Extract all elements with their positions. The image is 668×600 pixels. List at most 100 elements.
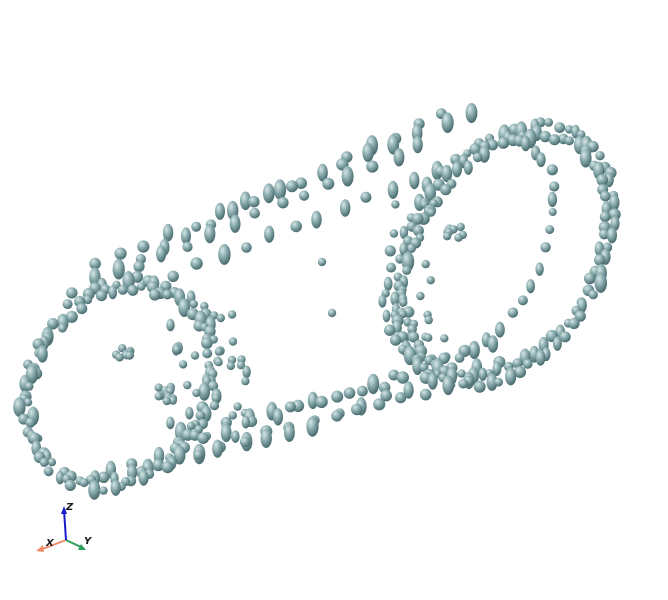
particle-sphere <box>185 406 194 420</box>
particle-sphere <box>340 199 351 217</box>
particle-sphere <box>390 334 402 346</box>
particle-sphere <box>133 260 145 273</box>
particle-sphere <box>37 345 48 363</box>
particle-sphere <box>412 225 424 237</box>
particle-sphere <box>588 290 598 300</box>
particle-sphere <box>454 353 465 363</box>
particle-sphere <box>125 351 134 360</box>
particle-sphere <box>154 383 163 392</box>
particle-sphere <box>373 398 386 411</box>
particle-sphere <box>468 340 480 360</box>
particle-sphere <box>127 284 139 296</box>
particle-sphere <box>137 282 146 291</box>
particle-sphere <box>306 416 319 437</box>
particle-sphere <box>549 181 560 192</box>
particle-sphere <box>442 375 455 396</box>
particle-sphere <box>421 259 430 269</box>
particle-sphere <box>83 295 93 305</box>
particle-sphere <box>384 245 396 257</box>
particle-sphere <box>486 373 498 391</box>
particle-sphere <box>154 392 163 401</box>
particle-sphere <box>507 307 519 318</box>
particle-sphere <box>197 432 209 445</box>
particle-sphere <box>388 369 400 381</box>
particle-sphere <box>47 318 59 330</box>
particle-sphere <box>517 295 528 306</box>
particle-sphere <box>456 222 465 232</box>
particle-sphere <box>241 415 250 429</box>
particle-sphere <box>583 272 596 285</box>
particle-sphere <box>440 184 452 196</box>
particle-sphere <box>495 321 505 338</box>
particle-sphere <box>25 417 36 428</box>
particle-sphere <box>441 112 454 133</box>
particle-sphere <box>539 130 551 143</box>
particle-sphere <box>166 416 175 430</box>
particle-sphere <box>548 134 561 146</box>
particle-sphere <box>424 333 433 342</box>
particle-sphere <box>547 191 558 208</box>
particle-sphere <box>478 367 487 381</box>
particle-sphere <box>416 291 425 301</box>
particle-sphere <box>411 213 424 225</box>
particle-sphere <box>554 122 566 133</box>
particle-sphere <box>317 257 327 267</box>
particle-cloud <box>13 103 621 500</box>
particle-sphere <box>13 397 26 417</box>
particle-sphere <box>138 469 149 486</box>
particle-sphere <box>162 289 173 300</box>
particle-sphere <box>284 423 295 442</box>
particle-sphere <box>595 151 605 161</box>
particle-sphere <box>190 351 200 360</box>
particle-sphere <box>472 152 483 163</box>
particle-sphere <box>424 183 437 202</box>
particle-sphere <box>182 241 193 252</box>
particle-sphere <box>424 315 433 325</box>
particle-sphere <box>609 194 620 211</box>
particle-sphere <box>209 400 220 411</box>
particle-sphere <box>55 470 65 485</box>
particle-sphere <box>607 227 617 244</box>
particle-sphere <box>162 396 171 406</box>
particle-sphere <box>440 334 449 343</box>
particle-sphere <box>99 486 108 495</box>
particle-sphere <box>540 242 551 253</box>
particle-sphere <box>403 381 414 399</box>
particle-sphere <box>286 180 298 193</box>
particle-sphere <box>380 389 393 402</box>
particle-sphere <box>442 232 452 241</box>
particle-sphere <box>341 166 354 187</box>
particle-sphere <box>193 450 204 460</box>
particle-sphere <box>419 362 429 372</box>
particle-sphere <box>465 103 478 123</box>
particle-sphere <box>545 225 555 234</box>
particle-sphere <box>396 371 409 384</box>
particle-sphere <box>112 258 125 280</box>
particle-sphere <box>229 214 241 233</box>
particle-sphere <box>201 337 213 349</box>
particle-sphere <box>594 254 606 266</box>
particle-sphere <box>387 180 399 199</box>
particle-sphere <box>168 396 177 405</box>
particle-sphere <box>548 208 557 216</box>
particle-sphere <box>391 200 400 209</box>
particle-sphere <box>559 331 571 343</box>
particle-sphere <box>399 298 408 307</box>
particle-sphere <box>110 479 121 496</box>
particle-sphere <box>360 191 372 203</box>
particle-sphere <box>65 310 78 323</box>
particle-sphere <box>487 335 499 353</box>
particle-sphere <box>512 358 523 369</box>
particle-sphere <box>240 191 251 211</box>
particle-sphere <box>64 479 76 491</box>
particle-sphere <box>88 480 101 500</box>
particle-sphere <box>505 367 517 386</box>
particle-sphere <box>192 388 201 398</box>
particle-sphere <box>604 172 614 188</box>
particle-sphere <box>152 459 165 472</box>
particle-sphere <box>327 308 337 318</box>
particle-sphere <box>546 164 558 176</box>
particle-sphere <box>522 359 533 369</box>
particle-sphere <box>473 380 486 393</box>
